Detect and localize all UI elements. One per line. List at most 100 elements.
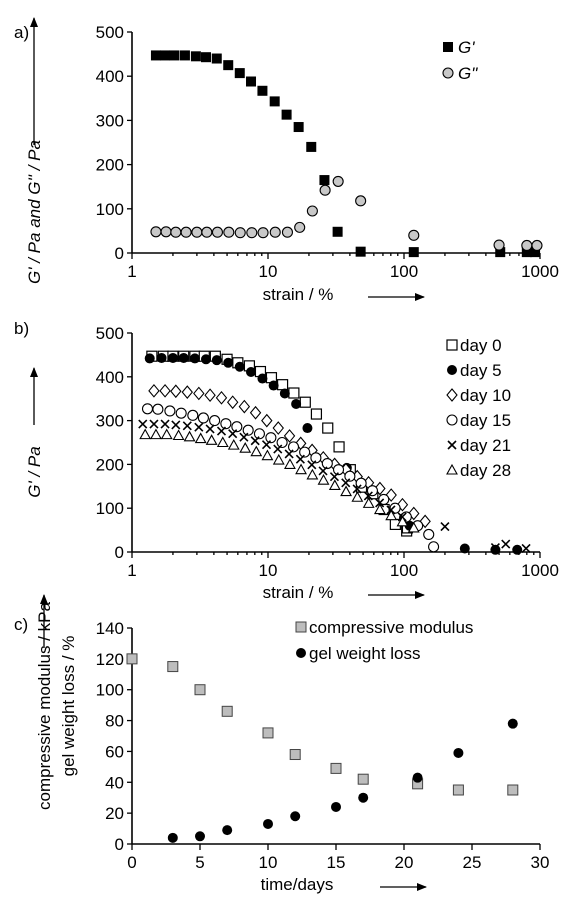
data-point xyxy=(355,195,367,207)
data-point xyxy=(501,539,511,549)
data-point xyxy=(169,50,180,61)
data-point xyxy=(234,361,245,372)
data-point xyxy=(428,541,440,553)
data-point xyxy=(195,831,205,842)
data-point xyxy=(170,226,182,238)
data-point xyxy=(375,498,385,508)
data-point xyxy=(490,544,501,555)
y-tick-label: 200 xyxy=(96,455,124,474)
data-point xyxy=(452,784,464,796)
x-tick-label: 100 xyxy=(390,262,418,281)
data-point xyxy=(440,522,450,532)
data-point xyxy=(164,405,176,417)
data-point xyxy=(318,466,328,476)
data-point xyxy=(141,403,154,415)
data-point xyxy=(160,226,172,238)
data-point xyxy=(257,373,268,384)
data-point xyxy=(373,503,386,515)
y-axis-title: compressive modulus / kPa xyxy=(35,602,54,810)
y-tick-label: 100 xyxy=(96,200,124,219)
data-point xyxy=(204,388,216,403)
data-point xyxy=(423,528,435,541)
data-point xyxy=(226,395,239,410)
data-point xyxy=(290,811,301,822)
x-tick-label: 0 xyxy=(127,853,136,872)
data-point xyxy=(281,226,294,238)
legend-label: gel weight loss xyxy=(309,644,421,663)
data-point xyxy=(263,818,273,829)
data-point xyxy=(385,509,398,521)
data-point xyxy=(352,484,362,494)
data-point xyxy=(332,175,344,187)
data-point xyxy=(276,436,288,449)
x-tick-label: 100 xyxy=(390,561,418,580)
data-point xyxy=(223,60,234,71)
data-point xyxy=(328,479,341,490)
data-point xyxy=(167,352,178,363)
data-point xyxy=(150,226,162,238)
y-tick-label: 120 xyxy=(96,650,124,669)
legend-label: G' xyxy=(458,38,475,57)
data-point xyxy=(216,426,227,436)
data-point xyxy=(507,784,519,796)
panel-b: b) 0 100 200 300 400 500 1 10 100 1000 strain / % G'… xyxy=(14,319,559,602)
y-tick-label: 300 xyxy=(96,111,124,130)
data-point xyxy=(530,247,541,258)
data-point xyxy=(160,50,171,61)
data-point xyxy=(319,175,330,186)
legend-marker xyxy=(447,365,457,375)
y-tick-label: 500 xyxy=(96,23,124,42)
data-point xyxy=(307,460,317,470)
data-point xyxy=(261,449,274,461)
data-point xyxy=(156,352,167,363)
legend-marker xyxy=(446,463,458,475)
data-point xyxy=(194,432,207,444)
data-point xyxy=(490,543,500,553)
legend-marker xyxy=(295,621,307,633)
data-point xyxy=(273,444,283,454)
data-point xyxy=(408,229,420,241)
data-point xyxy=(182,421,192,431)
data-point xyxy=(272,453,285,465)
legend-marker xyxy=(442,67,454,79)
data-point xyxy=(150,50,161,61)
data-point xyxy=(351,491,364,502)
data-point xyxy=(138,419,148,429)
legend-marker xyxy=(446,339,458,351)
data-point xyxy=(295,454,305,464)
y-tick-label: 140 xyxy=(96,619,124,638)
legend-label: day 15 xyxy=(460,411,511,430)
data-point xyxy=(333,441,345,453)
data-point xyxy=(299,446,311,458)
data-point xyxy=(357,773,369,785)
y-tick-label: 0 xyxy=(115,244,124,263)
data-point xyxy=(249,405,262,420)
data-point xyxy=(257,227,269,239)
data-point xyxy=(228,429,238,439)
data-point xyxy=(459,543,470,554)
x-axis-title: strain / % xyxy=(263,285,334,304)
data-point xyxy=(306,205,318,217)
y-tick-label: 0 xyxy=(115,543,124,562)
data-point xyxy=(495,247,506,258)
legend-label: day 28 xyxy=(460,461,511,480)
data-point xyxy=(299,396,311,408)
data-point xyxy=(329,472,340,482)
data-point xyxy=(239,442,252,453)
data-point xyxy=(175,407,187,419)
panel-c: c) 0 20 40 60 80 100 120 140 0 5 10 15 20 25 30 time/day… xyxy=(14,594,549,894)
data-point xyxy=(341,478,351,488)
data-point xyxy=(521,247,532,258)
x-tick-label: 10 xyxy=(259,262,278,281)
data-point xyxy=(281,109,292,120)
data-point xyxy=(412,772,423,783)
data-point xyxy=(272,421,284,435)
x-tick-label: 1000 xyxy=(521,262,559,281)
data-point xyxy=(340,485,353,497)
data-point xyxy=(306,141,317,152)
data-point xyxy=(223,226,235,238)
data-point xyxy=(366,485,378,497)
data-point xyxy=(200,52,211,63)
data-point xyxy=(234,68,245,79)
data-point xyxy=(144,353,155,364)
